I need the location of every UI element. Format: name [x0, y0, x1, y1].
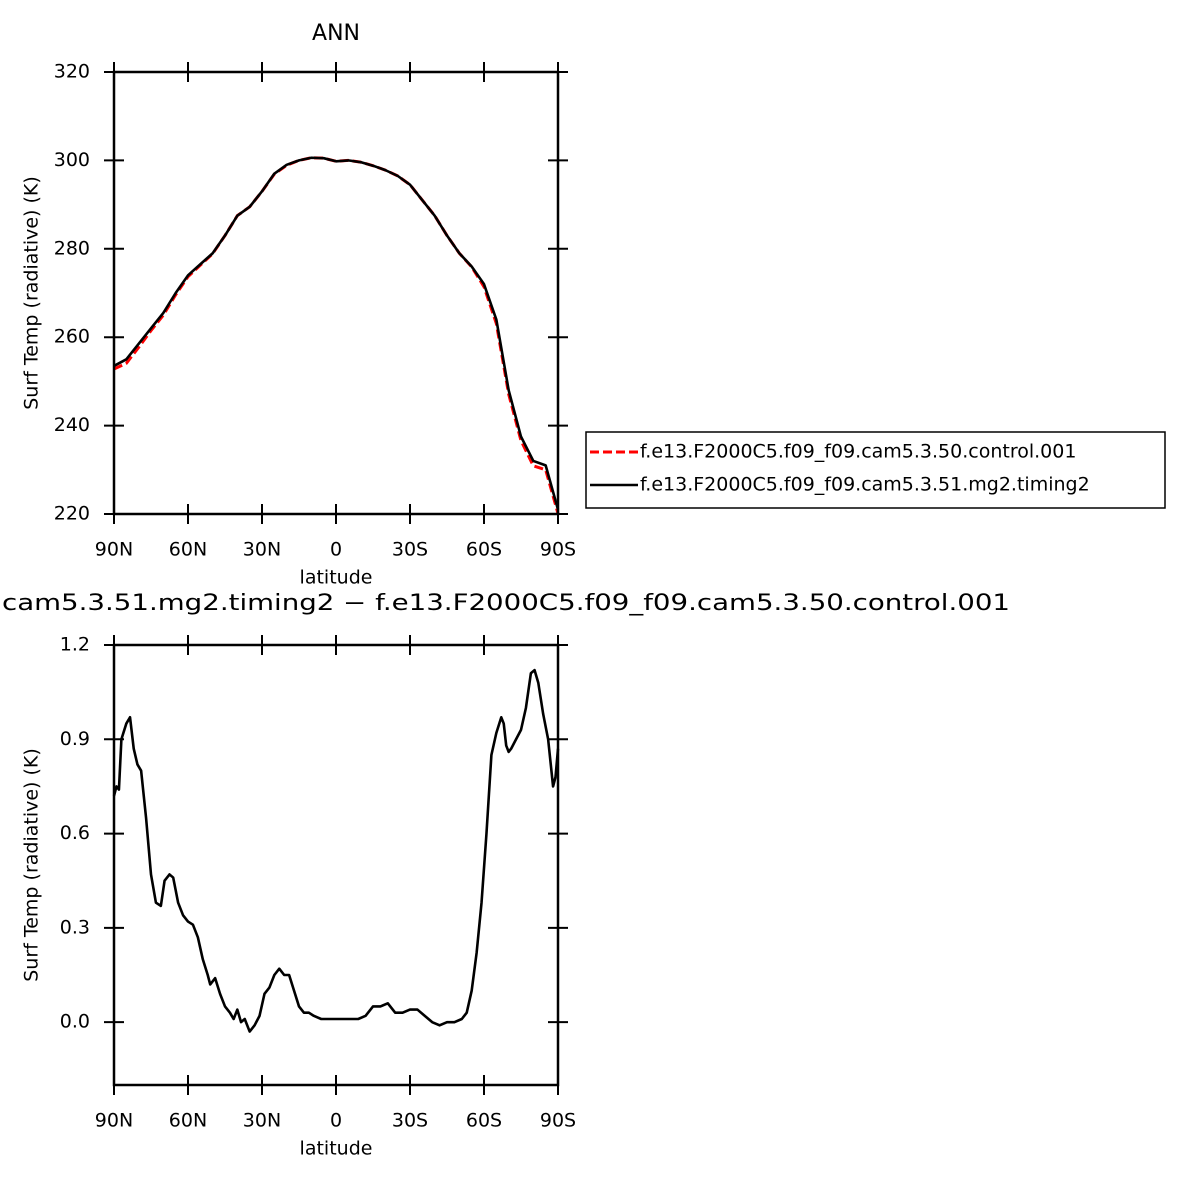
x-tick-label: 60S	[466, 539, 502, 561]
y-tick-label: 220	[54, 503, 90, 525]
x-tick-label: 30S	[392, 539, 428, 561]
x-axis-label: latitude	[300, 1138, 373, 1160]
y-tick-label: 300	[54, 149, 90, 171]
y-tick-label: 320	[54, 61, 90, 83]
y-tick-label: 240	[54, 414, 90, 436]
y-tick-label: 0.9	[60, 728, 90, 750]
y-axis-label: Surf Temp (radiative) (K)	[21, 176, 43, 410]
x-tick-label: 90N	[95, 539, 133, 561]
y-tick-label: 0.3	[60, 916, 90, 938]
x-tick-label: 0	[330, 539, 342, 561]
x-tick-label: 30S	[392, 1110, 428, 1132]
x-tick-label: 30N	[243, 539, 281, 561]
y-axis-label: Surf Temp (radiative) (K)	[21, 748, 43, 982]
x-tick-label: 30N	[243, 1110, 281, 1132]
x-tick-label: 60N	[169, 539, 207, 561]
x-tick-label: 90S	[540, 1110, 576, 1132]
chart-title: ANN	[312, 21, 360, 46]
x-axis-label: latitude	[300, 567, 373, 589]
y-tick-label: 280	[54, 237, 90, 259]
series-line	[112, 668, 560, 1033]
x-tick-label: 60S	[466, 1110, 502, 1132]
plot-frame	[112, 70, 560, 516]
legend-label: f.e13.F2000C5.f09_f09.cam5.3.50.control.…	[640, 441, 1076, 463]
x-tick-label: 90S	[540, 539, 576, 561]
legend-box	[585, 431, 1166, 509]
plot-frame	[112, 643, 560, 1087]
x-tick-label: 60N	[169, 1110, 207, 1132]
legend-label: f.e13.F2000C5.f09_f09.cam5.3.51.mg2.timi…	[640, 474, 1090, 496]
series-line	[113, 156, 560, 510]
series-line	[113, 156, 560, 514]
y-tick-label: 1.2	[60, 634, 90, 656]
y-tick-label: 0.6	[60, 822, 90, 844]
x-tick-label: 90N	[95, 1110, 133, 1132]
x-tick-label: 0	[330, 1110, 342, 1132]
chart-title: cam5.3.51.mg2.timing2 − f.e13.F2000C5.f0…	[2, 591, 1010, 616]
y-tick-label: 260	[54, 326, 90, 348]
y-tick-label: 0.0	[60, 1011, 90, 1033]
